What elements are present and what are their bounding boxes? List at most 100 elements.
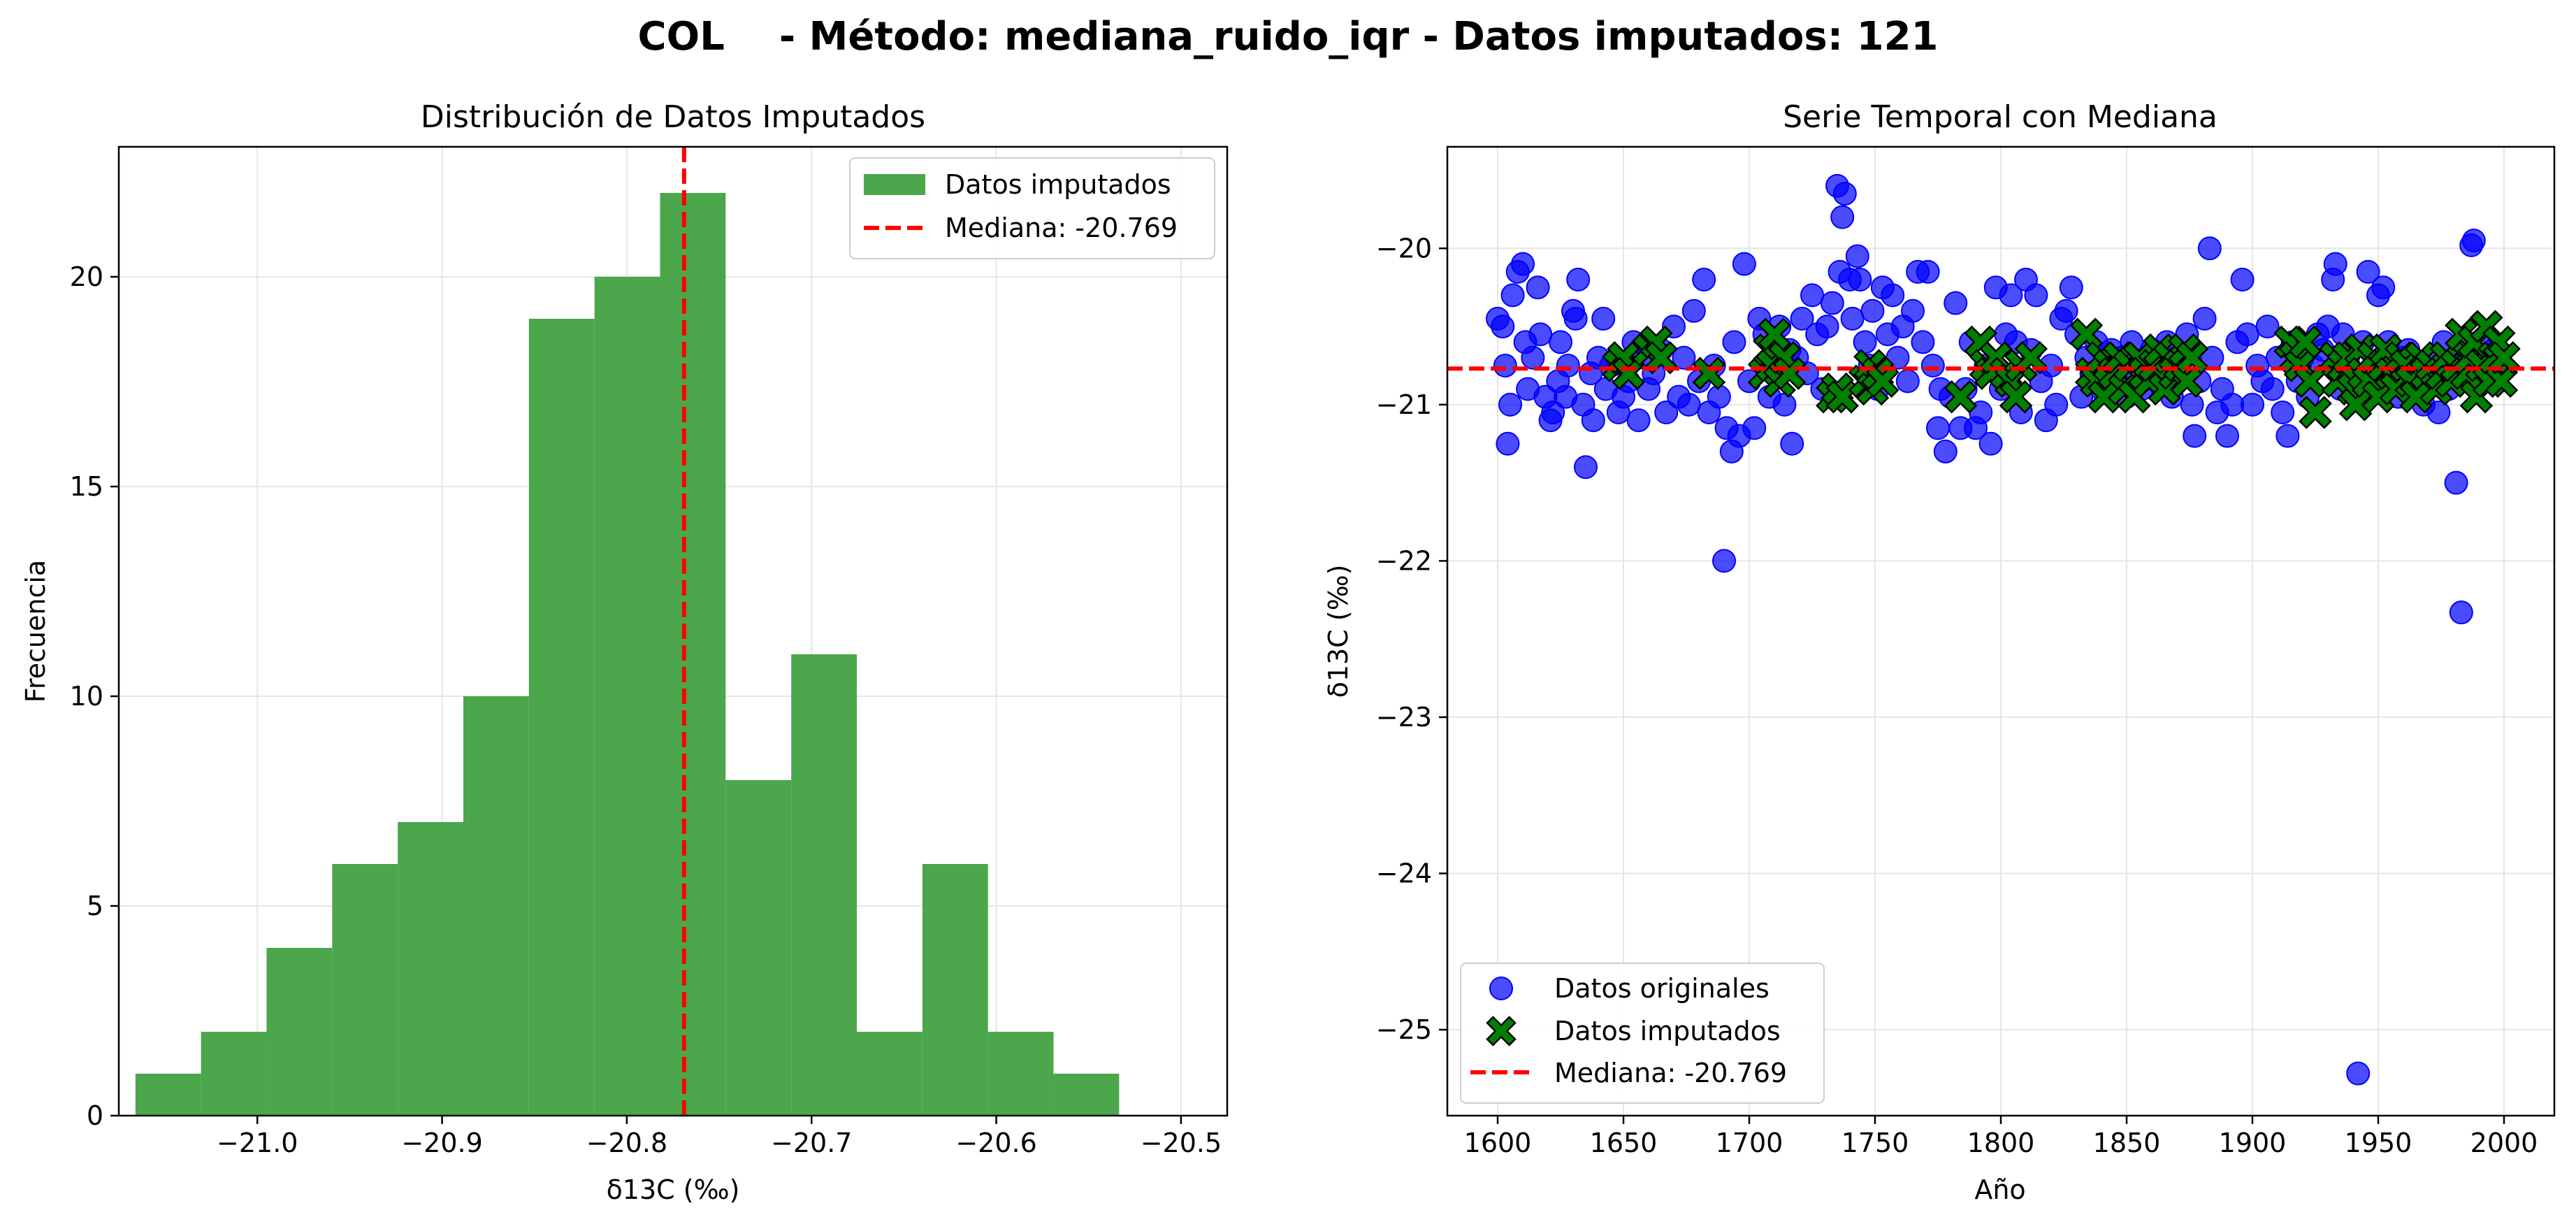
histogram-legend-patch xyxy=(864,174,925,195)
original-data-point xyxy=(1926,416,1950,440)
scatter-imputed-points xyxy=(1602,310,2521,429)
original-data-point xyxy=(1707,384,1731,409)
scatter-x-tick-label: 1600 xyxy=(1464,1128,1532,1158)
histogram-y-tick-label: 10 xyxy=(70,681,103,712)
original-data-point xyxy=(1845,244,1869,268)
imputed-data-point xyxy=(1772,357,1807,390)
imputed-data-point xyxy=(1944,380,1978,414)
histogram-x-tick-label: −20.6 xyxy=(955,1128,1036,1158)
histogram-bar xyxy=(135,1074,201,1116)
original-data-point xyxy=(2260,377,2285,401)
original-data-point xyxy=(2271,401,2295,425)
scatter-legend-label-imputados: Datos imputados xyxy=(1554,1016,1781,1046)
original-data-point xyxy=(1840,306,1865,331)
scatter-x-tick-label: 1850 xyxy=(2093,1128,2161,1158)
histogram-bar xyxy=(660,193,726,1116)
original-data-point xyxy=(1742,416,1767,440)
original-data-point xyxy=(1895,369,1920,394)
scatter-title: Serie Temporal con Mediana xyxy=(1783,99,2217,135)
original-data-point xyxy=(1933,439,1958,463)
imputed-data-point xyxy=(2170,364,2204,398)
original-data-point xyxy=(2323,252,2347,276)
histogram-bar xyxy=(922,864,988,1116)
original-data-point xyxy=(2044,392,2069,417)
imputed-data-point xyxy=(1758,317,1791,352)
histogram-y-tick-label: 15 xyxy=(70,471,103,502)
original-data-point xyxy=(1944,291,1968,315)
scatter-x-label: Año xyxy=(1974,1174,2025,1205)
original-data-point xyxy=(2356,259,2380,284)
figure-title: COL - Método: mediana_ruido_iqr - Datos … xyxy=(637,14,1939,59)
original-data-point xyxy=(1712,549,1736,573)
imputed-data-point xyxy=(2299,396,2332,429)
original-data-point xyxy=(1881,283,1905,308)
scatter-x-tick-label: 1650 xyxy=(1590,1128,1658,1158)
imputed-data-point xyxy=(2484,364,2519,398)
histogram-legend-box xyxy=(849,157,1215,259)
histogram-legend: Datos imputados Mediana: -20.769 xyxy=(849,157,1215,259)
imputed-data-point xyxy=(2399,380,2433,414)
original-data-point xyxy=(1521,345,1545,370)
original-data-point xyxy=(1853,330,1877,354)
original-data-point xyxy=(1677,392,1701,417)
original-data-point xyxy=(1563,306,1588,331)
histogram-title: Distribución de Datos Imputados xyxy=(421,99,925,135)
histogram-axes-frame xyxy=(117,145,1229,1117)
original-data-point xyxy=(1790,306,1814,331)
original-data-point xyxy=(2426,401,2451,425)
histogram-y-ticks: 0 5 10 15 20 xyxy=(70,261,119,1131)
original-data-point xyxy=(1911,330,1935,354)
histogram-bar xyxy=(1053,1074,1120,1116)
original-data-point xyxy=(2241,392,2264,417)
original-data-point xyxy=(2024,283,2048,308)
scatter-y-tick-label: −25 xyxy=(1376,1014,1432,1045)
original-data-point xyxy=(1526,275,1550,300)
scatter-x-tick-label: 1950 xyxy=(2345,1128,2412,1158)
original-data-point xyxy=(2371,275,2396,300)
original-data-point xyxy=(1920,353,1945,377)
histogram-panel: Distribución de Datos Imputados −21.0 −20… xyxy=(20,99,1229,1205)
scatter-y-tick-label: −21 xyxy=(1376,389,1432,420)
scatter-x-tick-label: 2000 xyxy=(2470,1128,2538,1158)
original-data-point xyxy=(1496,431,1520,456)
histogram-legend-label-mediana: Mediana: -20.769 xyxy=(945,213,1178,243)
histogram-legend-label-imputados: Datos imputados xyxy=(945,169,1171,200)
imputed-data-point xyxy=(1999,380,2033,414)
scatter-y-tick-label: −23 xyxy=(1376,702,1432,733)
original-data-point xyxy=(2192,306,2217,331)
scatter-panel: Serie Temporal con Mediana 1600 1650 1700 1… xyxy=(1323,99,2556,1205)
histogram-x-tick-label: −20.5 xyxy=(1141,1128,1222,1158)
original-data-point xyxy=(2059,275,2083,300)
histogram-bar xyxy=(266,948,333,1116)
histogram-x-tick-label: −20.8 xyxy=(586,1128,667,1158)
original-data-point xyxy=(1722,330,1746,354)
original-data-point xyxy=(1978,431,2003,456)
scatter-legend-box xyxy=(1460,963,1825,1104)
histogram-y-tick-label: 5 xyxy=(87,891,103,921)
histogram-bar xyxy=(791,654,858,1116)
original-data-point xyxy=(2230,268,2255,292)
original-data-point xyxy=(1591,306,1616,331)
original-data-point xyxy=(1820,291,1844,315)
histogram-bars xyxy=(135,193,1120,1116)
original-data-point xyxy=(1493,353,1517,377)
imputed-data-point xyxy=(2338,388,2373,422)
original-data-point xyxy=(1800,283,1824,308)
original-data-point xyxy=(1916,259,1940,284)
histogram-bar xyxy=(594,277,660,1116)
original-data-point xyxy=(1681,298,1706,323)
original-data-point xyxy=(1999,283,2023,308)
scatter-x-tick-label: 1800 xyxy=(1967,1128,2035,1158)
original-data-point xyxy=(1491,315,1515,339)
histogram-x-label: δ13C (‰) xyxy=(607,1174,740,1205)
original-data-point xyxy=(1815,315,1839,339)
scatter-legend: Datos originales Datos imputados Mediana… xyxy=(1460,963,1825,1104)
original-data-point xyxy=(2235,322,2259,347)
original-data-point xyxy=(1566,268,1591,292)
scatter-y-tick-label: −24 xyxy=(1376,858,1432,889)
original-data-point xyxy=(1692,268,1716,292)
histogram-bar xyxy=(201,1032,267,1116)
original-data-point xyxy=(2461,229,2486,253)
histogram-bar xyxy=(987,1032,1054,1116)
original-data-point xyxy=(1511,252,1535,276)
